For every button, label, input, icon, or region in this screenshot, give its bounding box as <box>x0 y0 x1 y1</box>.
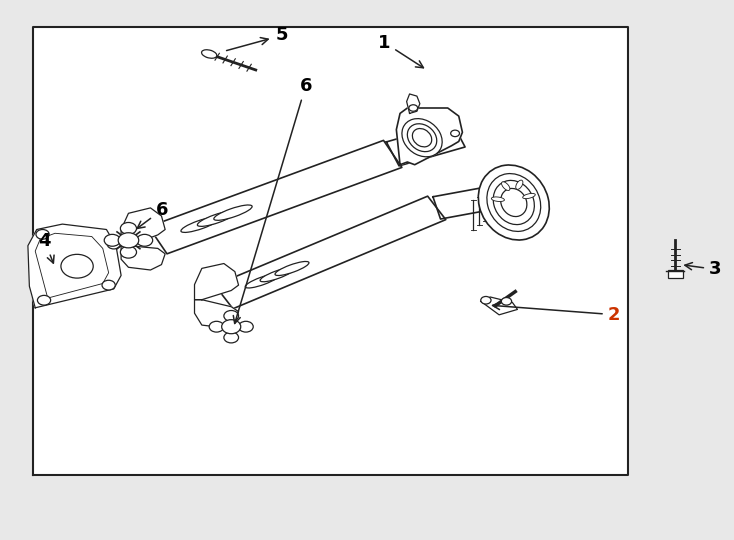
Circle shape <box>222 320 241 334</box>
Circle shape <box>120 246 137 258</box>
Polygon shape <box>28 224 121 308</box>
Circle shape <box>107 239 120 249</box>
Ellipse shape <box>487 173 541 232</box>
Text: 6: 6 <box>233 77 312 323</box>
Ellipse shape <box>413 129 432 147</box>
Polygon shape <box>396 108 462 165</box>
Text: 2: 2 <box>493 302 620 323</box>
Circle shape <box>224 332 239 343</box>
Polygon shape <box>148 140 402 254</box>
Circle shape <box>451 130 459 137</box>
Circle shape <box>118 233 139 248</box>
Polygon shape <box>407 94 420 113</box>
Ellipse shape <box>214 205 252 220</box>
Circle shape <box>209 321 224 332</box>
Bar <box>668 270 683 278</box>
Circle shape <box>61 254 93 278</box>
Text: 1: 1 <box>378 33 424 68</box>
Circle shape <box>501 298 512 305</box>
Circle shape <box>120 222 137 234</box>
Ellipse shape <box>197 211 236 226</box>
Polygon shape <box>121 246 165 270</box>
Circle shape <box>137 234 153 246</box>
Circle shape <box>239 321 253 332</box>
Ellipse shape <box>501 188 527 217</box>
Circle shape <box>104 234 120 246</box>
Polygon shape <box>195 264 239 300</box>
Text: 6: 6 <box>137 201 168 228</box>
Ellipse shape <box>523 193 535 199</box>
Polygon shape <box>386 123 465 166</box>
Ellipse shape <box>479 165 549 240</box>
Ellipse shape <box>493 180 534 225</box>
Text: 3: 3 <box>685 260 722 278</box>
Ellipse shape <box>260 268 294 282</box>
Text: 5: 5 <box>227 26 288 51</box>
Ellipse shape <box>491 197 504 201</box>
Polygon shape <box>121 208 165 246</box>
Circle shape <box>224 310 239 321</box>
Ellipse shape <box>202 50 217 58</box>
Circle shape <box>37 295 51 305</box>
Polygon shape <box>433 186 499 219</box>
Ellipse shape <box>501 182 510 191</box>
Polygon shape <box>33 27 628 475</box>
Text: 4: 4 <box>38 232 54 263</box>
Ellipse shape <box>407 124 437 152</box>
Ellipse shape <box>516 180 523 190</box>
Polygon shape <box>481 297 517 315</box>
Circle shape <box>36 230 49 239</box>
Ellipse shape <box>181 217 219 232</box>
Ellipse shape <box>275 261 309 275</box>
Circle shape <box>102 280 115 290</box>
Polygon shape <box>215 196 446 309</box>
Ellipse shape <box>402 119 442 157</box>
Circle shape <box>481 296 491 304</box>
Polygon shape <box>195 300 239 328</box>
Ellipse shape <box>245 274 279 288</box>
Circle shape <box>409 105 418 111</box>
